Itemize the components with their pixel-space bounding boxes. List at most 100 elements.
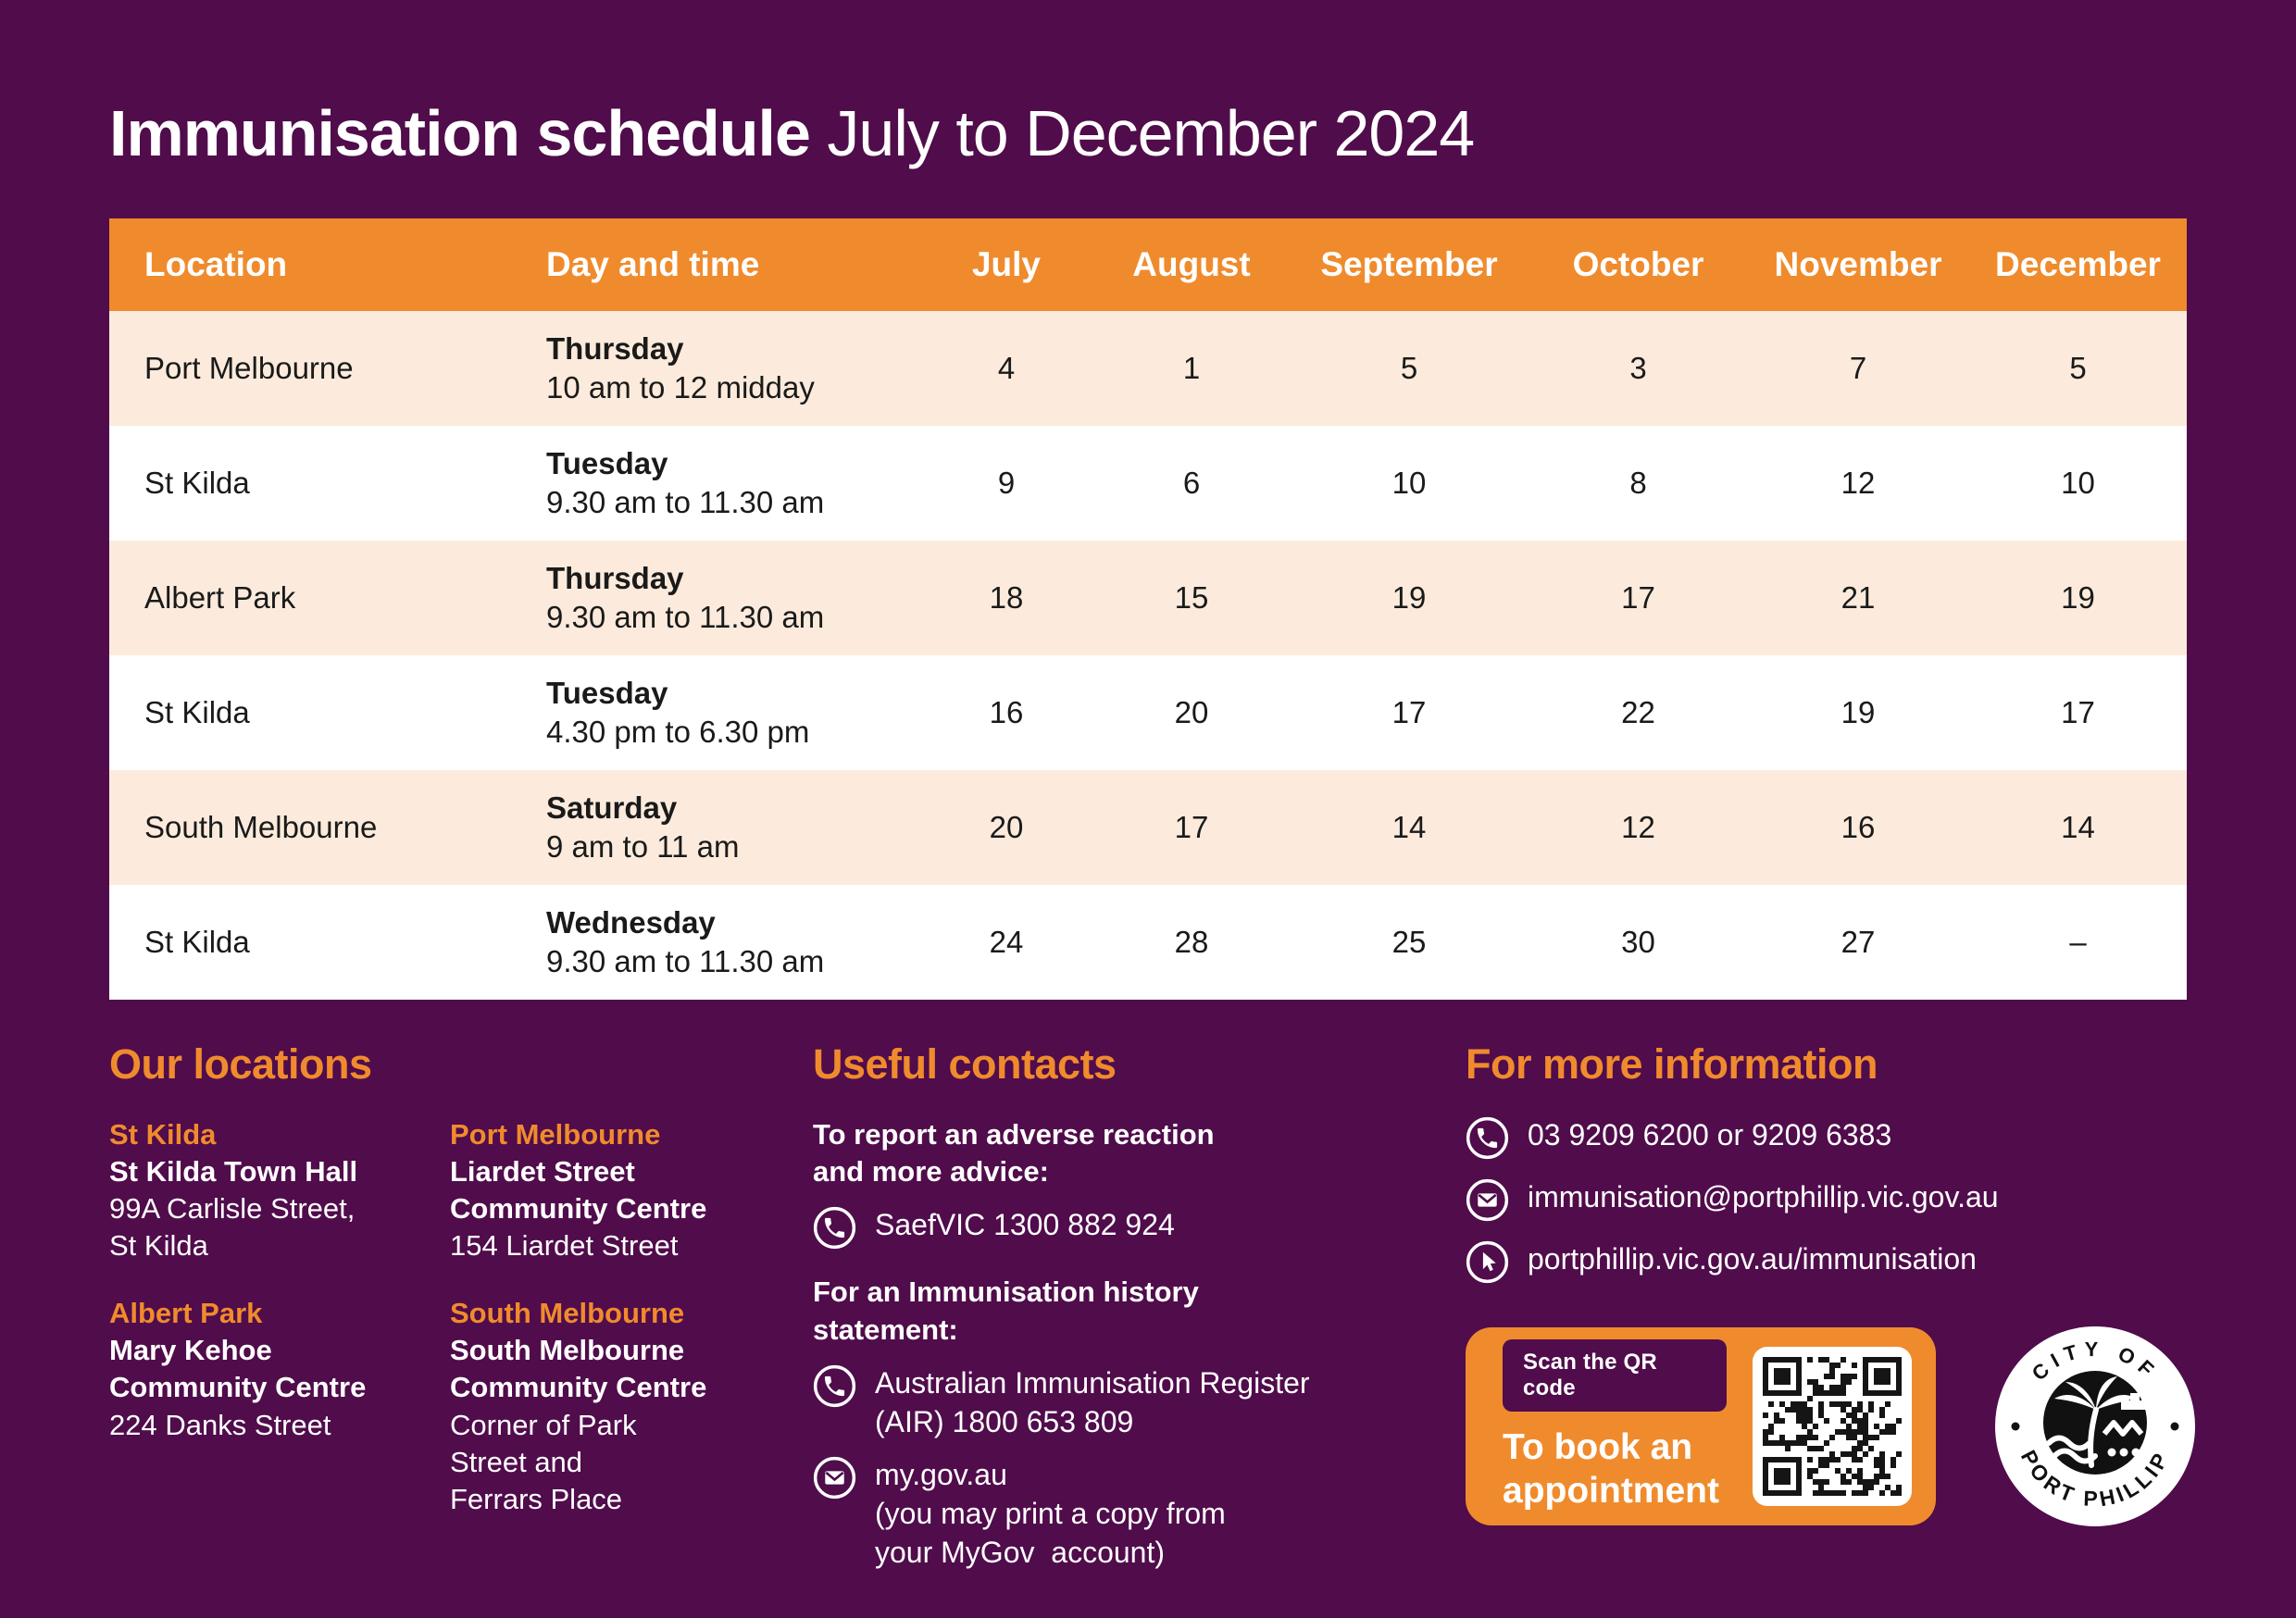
- row-day-time: Tuesday 4.30 pm to 6.30 pm: [518, 674, 918, 751]
- useful-contacts-heading: Useful contacts: [813, 1039, 1117, 1088]
- table-row: St Kilda Tuesday 4.30 pm to 6.30 pm 16 20…: [109, 654, 2187, 770]
- row-time: 10 am to 12 midday: [546, 369, 815, 404]
- row-day: Tuesday: [546, 676, 668, 711]
- date-july: 9: [997, 465, 1016, 500]
- locations-grid: St Kilda St Kilda Town Hall 99A Carlisle…: [109, 1116, 813, 1549]
- phone-icon: [813, 1365, 856, 1408]
- location-entry-port-melbourne: Port Melbourne Liardet Street Community …: [450, 1116, 813, 1265]
- our-locations-section: Our locations St Kilda St Kilda Town Hal…: [109, 1040, 813, 1587]
- location-suburb: South Melbourne: [450, 1296, 685, 1329]
- date-september: 17: [1391, 694, 1427, 729]
- date-november: 27: [1841, 924, 1876, 959]
- more-information-section: For more information 03 9209 6200 or 920…: [1466, 1040, 2197, 1587]
- adverse-reaction-label: To report an adverse reaction and more a…: [813, 1117, 1215, 1189]
- info-website-row: portphillip.vic.gov.au/immunisation: [1466, 1240, 2197, 1284]
- location-address: Corner of Park Street and Ferrars Place: [450, 1408, 637, 1516]
- table-header-row: Location Day and time July August Septem…: [109, 218, 2187, 311]
- row-location: St Kilda: [144, 924, 250, 959]
- date-july: 4: [997, 350, 1016, 385]
- air-contact-row: Australian Immunisation Register (AIR) 1…: [813, 1364, 1466, 1441]
- column-header-october: October: [1572, 244, 1704, 283]
- date-october: 30: [1621, 924, 1655, 959]
- mygov-note: (you may print a copy from your MyGov ac…: [875, 1496, 1226, 1569]
- air-contact: Australian Immunisation Register (AIR) 1…: [875, 1366, 1310, 1438]
- row-day-time: Wednesday 9.30 am to 11.30 am: [518, 903, 918, 980]
- date-july: 24: [989, 924, 1024, 959]
- qr-code: [1753, 1346, 1912, 1506]
- date-october: 17: [1621, 579, 1655, 615]
- row-time: 9.30 am to 11.30 am: [546, 599, 825, 634]
- row-location: Albert Park: [144, 579, 296, 615]
- row-day: Saturday: [546, 790, 678, 826]
- qr-code-image: [1763, 1356, 1902, 1496]
- date-november: 21: [1841, 579, 1876, 615]
- row-time: 4.30 pm to 6.30 pm: [546, 714, 810, 749]
- date-december: 17: [2061, 694, 2095, 729]
- table-row: St Kilda Wednesday 9.30 am to 11.30 am 24…: [109, 884, 2187, 1000]
- date-september: 10: [1391, 465, 1427, 500]
- date-october: 12: [1621, 809, 1655, 844]
- our-locations-heading: Our locations: [109, 1039, 372, 1088]
- location-suburb: St Kilda: [109, 1117, 217, 1151]
- location-suburb: Albert Park: [109, 1296, 263, 1329]
- envelope-icon: [1466, 1178, 1509, 1221]
- date-november: 16: [1841, 809, 1876, 844]
- city-of-port-phillip-logo: CITY OF PORT PHILLIP: [1995, 1326, 2195, 1526]
- envelope-icon: [813, 1457, 856, 1500]
- qr-panel-text: Scan the QR code To book an appointment: [1503, 1339, 1727, 1512]
- date-september: 5: [1400, 350, 1418, 385]
- row-day: Wednesday: [546, 905, 716, 940]
- info-email-row: immunisation@portphillip.vic.gov.au: [1466, 1178, 2197, 1222]
- location-name: South Melbourne Community Centre: [450, 1333, 707, 1404]
- location-suburb: Port Melbourne: [450, 1117, 661, 1151]
- table-row: St Kilda Tuesday 9.30 am to 11.30 am 9 6 …: [109, 425, 2187, 541]
- date-august: 17: [1174, 809, 1209, 844]
- location-entry-st-kilda: St Kilda St Kilda Town Hall 99A Carlisle…: [109, 1116, 450, 1265]
- date-august: 1: [1182, 350, 1201, 385]
- phone-icon: [813, 1207, 856, 1250]
- row-time: 9.30 am to 11.30 am: [546, 484, 825, 519]
- location-entry-south-melbourne: South Melbourne South Melbourne Communit…: [450, 1295, 813, 1519]
- location-name: St Kilda Town Hall: [109, 1154, 358, 1188]
- row-day-time: Thursday 10 am to 12 midday: [518, 330, 918, 406]
- location-address: 154 Liardet Street: [450, 1229, 679, 1263]
- date-july: 20: [989, 809, 1024, 844]
- mygov-row: my.gov.au (you may print a copy from you…: [813, 1456, 1466, 1572]
- date-december: 10: [2061, 465, 2095, 500]
- page-title-subtitle: July to December 2024: [827, 97, 1475, 169]
- info-email: immunisation@portphillip.vic.gov.au: [1528, 1179, 1999, 1214]
- saefvic-contact-row: SaefVIC 1300 882 924: [813, 1206, 1466, 1250]
- date-december: 5: [2069, 350, 2087, 385]
- history-statement-label: For an Immunisation history statement:: [813, 1276, 1199, 1347]
- date-september: 19: [1391, 579, 1427, 615]
- location-name: Mary Kehoe Community Centre: [109, 1333, 367, 1404]
- immunisation-schedule-table: Location Day and time July August Septem…: [109, 218, 2187, 1000]
- column-header-december: December: [1995, 244, 2161, 283]
- table-row: Port Melbourne Thursday 10 am to 12 midda…: [109, 310, 2187, 426]
- date-december: 14: [2061, 809, 2095, 844]
- mygov-text-block: my.gov.au (you may print a copy from you…: [875, 1456, 1226, 1572]
- book-appointment-text: To book an appointment: [1503, 1427, 1719, 1511]
- row-day-time: Saturday 9 am to 11 am: [518, 789, 918, 865]
- page-title: Immunisation schedule July to December 2…: [109, 97, 2187, 169]
- row-location: South Melbourne: [144, 809, 378, 844]
- phone-icon: [1466, 1116, 1509, 1159]
- info-bottom-row: Scan the QR code To book an appointment: [1466, 1325, 2197, 1528]
- info-phone: 03 9209 6200 or 9209 6383: [1528, 1117, 1892, 1151]
- bottom-sections: Our locations St Kilda St Kilda Town Hal…: [109, 1039, 2195, 1587]
- date-october: 8: [1629, 465, 1647, 500]
- column-header-september: September: [1320, 244, 1498, 283]
- column-header-july: July: [971, 244, 1042, 283]
- cursor-icon: [1466, 1240, 1509, 1283]
- date-july: 16: [989, 694, 1024, 729]
- date-december: –: [2069, 924, 2087, 959]
- row-day-time: Tuesday 9.30 am to 11.30 am: [518, 444, 918, 521]
- date-july: 18: [989, 579, 1024, 615]
- row-time: 9 am to 11 am: [546, 828, 740, 864]
- date-december: 19: [2061, 579, 2095, 615]
- row-location: Port Melbourne: [144, 350, 354, 385]
- row-day: Thursday: [546, 561, 684, 596]
- location-address: 224 Danks Street: [109, 1408, 331, 1441]
- table-row: South Melbourne Saturday 9 am to 11 am 20…: [109, 769, 2187, 885]
- column-header-november: November: [1774, 244, 1942, 283]
